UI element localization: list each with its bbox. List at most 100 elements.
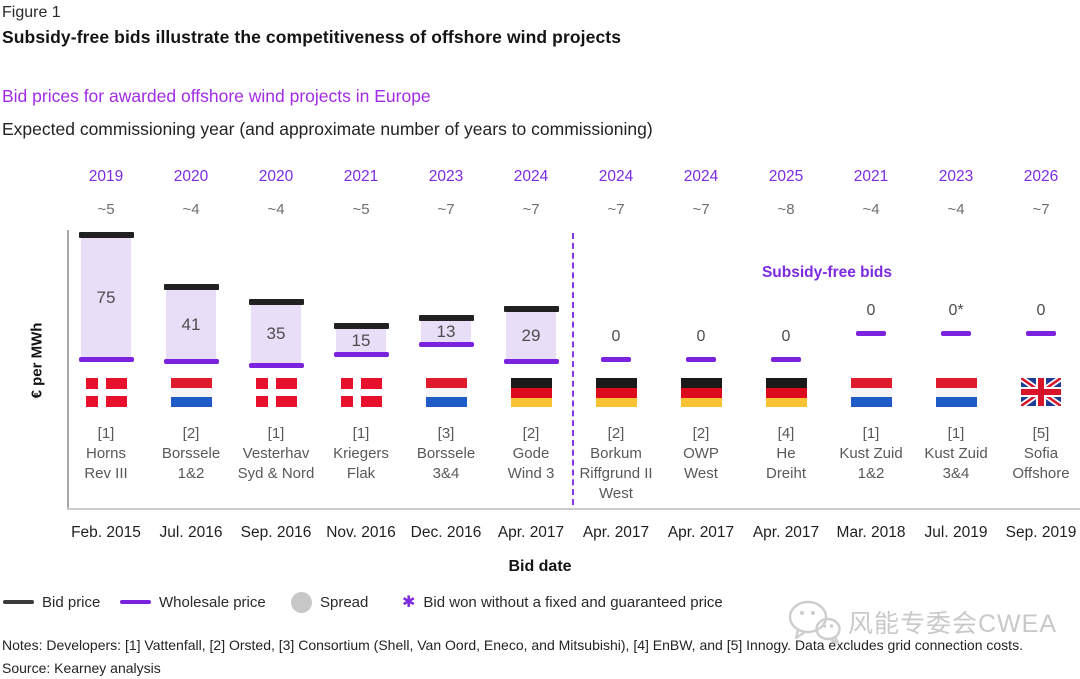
de-flag-icon [595,378,637,407]
project-name-line: Gode [512,445,550,462]
years-to-commissioning-label: ~7 [522,201,540,218]
project-name-line: Vesterhav [242,445,310,462]
bid-date-value: Feb. 2015 [71,524,141,541]
spread-bar: 29 [506,312,556,359]
project-name-line: Flak [346,465,376,482]
project-ref-label: [4] [777,425,795,442]
years-to-commissioning-label: ~5 [352,201,370,218]
spread-bar: 35 [251,305,301,363]
project-name-line: Rev III [84,465,128,482]
wholesale-price-line-icon [120,600,151,604]
zero-value-label: 0 [611,328,621,345]
commissioning-year-label: 2025 [768,168,804,185]
wholesale-price-line [418,342,474,347]
bid-price-line-icon [3,600,34,604]
project-name-line: Dreiht [765,465,806,482]
notes-text: Notes: Developers: [1] Vattenfall, [2] O… [2,637,1023,653]
project-name-line: 1&2 [177,465,205,482]
figure-title: Subsidy-free bids illustrate the competi… [2,27,622,47]
spread-bar: 13 [421,321,471,342]
project-name-line: Riffgrund II [579,465,653,482]
legend-item-bid-price: Bid price [3,592,100,612]
commissioning-year-label: 2026 [1023,168,1059,185]
bid-date-value: Jul. 2019 [924,524,988,541]
years-to-commissioning-label: ~5 [97,201,115,218]
commissioning-year-label: 2021 [853,168,889,185]
bid-date-value: Apr. 2017 [497,524,565,541]
project-name-line: Offshore [1012,465,1070,482]
commissioning-year-label: 2023 [938,168,974,185]
project-name-line: Borssele [161,445,221,462]
legend-item-wholesale-price: Wholesale price [120,592,266,612]
dk-flag-icon [255,378,297,407]
wholesale-price-line [78,357,134,362]
nl-flag-icon [170,378,212,407]
project-name-line: Kust Zuid [839,445,903,462]
bid-date-value: Apr. 2017 [752,524,820,541]
zero-value-label: 0 [1036,302,1046,319]
spread-bar: 41 [166,290,216,359]
spread-bar: 15 [336,329,386,352]
de-flag-icon [765,378,807,407]
wholesale-price-dash [686,357,716,362]
subsidy-free-group-label: Subsidy-free bids [761,264,893,281]
wholesale-price-line [248,363,304,368]
bid-price-cap [78,232,134,238]
wholesale-price-dash [771,357,801,362]
bid-price-cap [248,299,304,305]
bid-price-cap [418,315,474,321]
commissioning-year-label: 2024 [513,168,549,185]
bid-date-value: Apr. 2017 [582,524,650,541]
uk-flag-icon [1020,378,1062,407]
wholesale-price-dash [1026,331,1056,336]
wholesale-price-dash [601,357,631,362]
de-flag-icon [510,378,552,407]
legend-item-spread: Spread [291,591,368,613]
project-name-line: 3&4 [942,465,970,482]
commissioning-year-label: 2020 [173,168,209,185]
zero-value-label: 0 [866,302,876,319]
project-ref-label: [2] [607,425,625,442]
project-name-line: Kust Zuid [924,445,988,462]
spread-circle-icon [291,591,312,613]
legend-label: Wholesale price [159,593,266,611]
years-to-commissioning-label: ~7 [692,201,710,218]
bid-date-value: Nov. 2016 [326,524,396,541]
dk-flag-icon [340,378,382,407]
x-axis-title: Bid date [508,558,572,575]
wholesale-price-line [163,359,219,364]
years-to-commissioning-label: ~4 [947,201,965,218]
project-ref-label: [1] [97,425,115,442]
project-name-line: Borkum [590,445,642,462]
bid-price-cap [333,323,389,329]
project-ref-label: [2] [692,425,710,442]
commissioning-year-label: 2024 [683,168,719,185]
bid-price-cap [503,306,559,312]
asterisk-icon: ✱ [402,594,416,611]
bid-date-value: Apr. 2017 [667,524,735,541]
project-name-line: Syd & Nord [237,465,315,482]
project-ref-label: [1] [352,425,370,442]
nl-flag-icon [425,378,467,407]
commissioning-year-label: 2021 [343,168,379,185]
project-name-line: West [599,485,633,502]
figure-number-label: Figure 1 [2,4,61,21]
project-ref-label: [1] [947,425,965,442]
bid-date-value: Mar. 2018 [836,524,906,541]
de-flag-icon [680,378,722,407]
years-to-commissioning-label: ~4 [862,201,880,218]
source-text: Source: Kearney analysis [2,660,161,676]
project-name-line: OWP [683,445,719,462]
wholesale-price-line [333,352,389,357]
years-to-commissioning-label: ~4 [182,201,200,218]
commissioning-year-note: Expected commissioning year (and approxi… [2,119,653,139]
zero-value-label: 0* [948,302,964,319]
spread-bar: 75 [81,238,131,357]
project-ref-label: [2] [522,425,540,442]
bid-date-value: Sep. 2019 [1005,524,1077,541]
dk-flag-icon [85,378,127,407]
project-ref-label: [5] [1032,425,1050,442]
project-name-line: He [776,445,796,462]
project-name-line: West [684,465,718,482]
